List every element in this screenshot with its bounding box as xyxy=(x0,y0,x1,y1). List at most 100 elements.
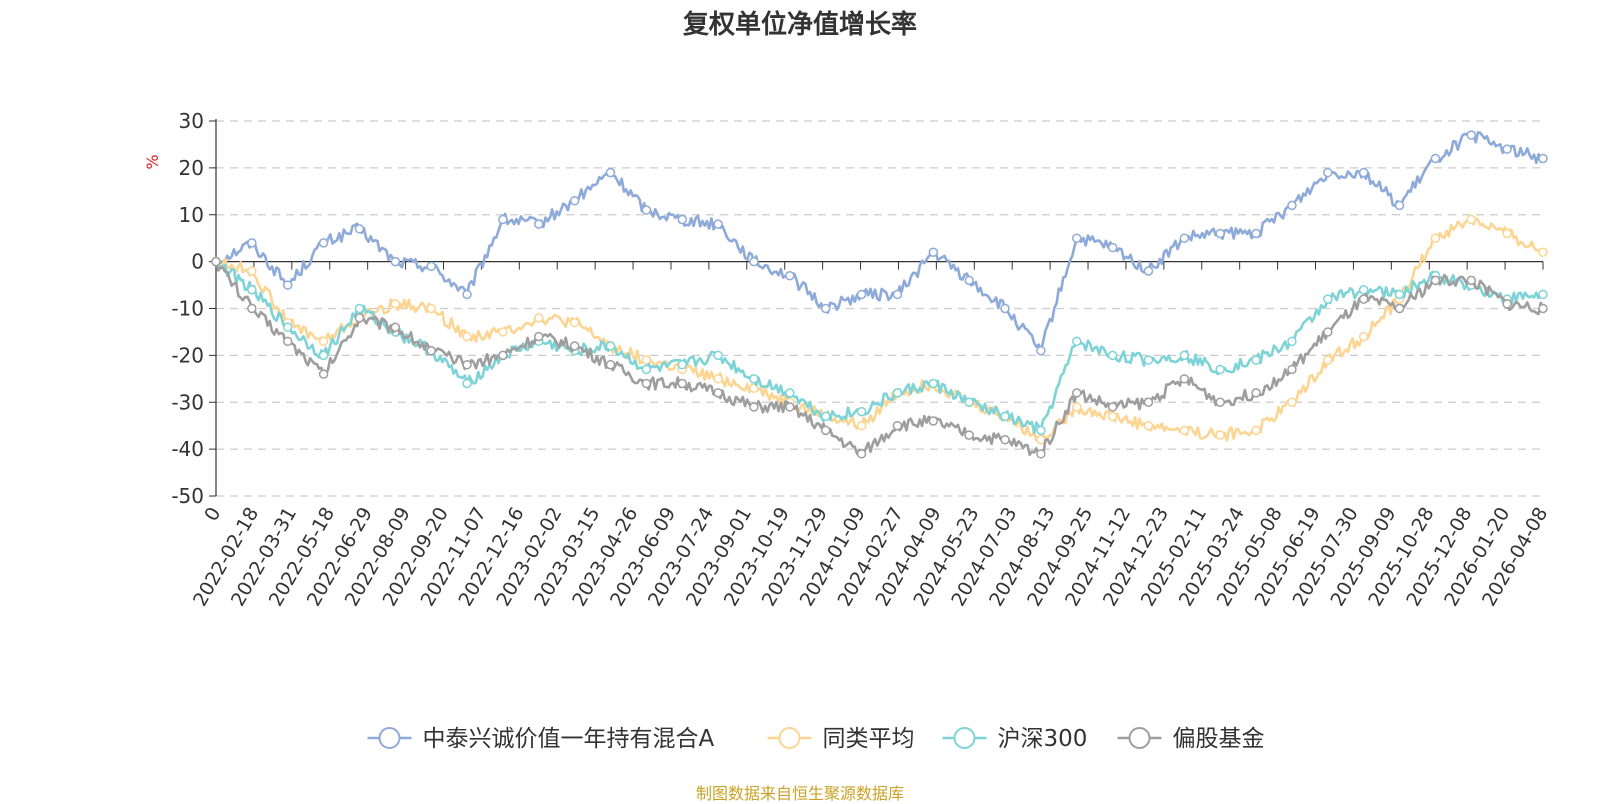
data-point xyxy=(1215,228,1225,239)
data-point xyxy=(1251,355,1261,365)
data-point xyxy=(1179,233,1190,243)
data-point xyxy=(820,411,831,422)
data-point xyxy=(641,364,652,375)
data-point xyxy=(856,449,867,459)
data-point xyxy=(713,350,723,361)
data-point xyxy=(1251,228,1261,239)
data-point xyxy=(354,313,365,323)
data-point xyxy=(1323,355,1333,365)
data-point xyxy=(713,374,723,384)
data-point xyxy=(1036,345,1046,356)
data-point xyxy=(1251,425,1261,436)
data-point xyxy=(1538,289,1548,300)
data-point xyxy=(892,289,903,300)
legend-item[interactable]: 中泰兴诚价值一年持有混合A xyxy=(367,726,715,752)
series-3 xyxy=(211,256,1548,459)
data-point xyxy=(892,420,903,431)
data-point xyxy=(1430,233,1441,243)
legend-label: 沪深300 xyxy=(998,726,1088,752)
y-tick-label: -40 xyxy=(171,437,204,461)
series-line xyxy=(214,261,1544,435)
data-point xyxy=(1538,153,1548,164)
data-point xyxy=(318,336,329,347)
data-point xyxy=(1323,327,1333,337)
data-point xyxy=(1143,420,1154,431)
data-point xyxy=(1072,233,1082,243)
data-point xyxy=(534,219,544,229)
data-point xyxy=(928,378,939,389)
y-tick-label: -20 xyxy=(171,343,204,367)
data-point xyxy=(964,397,974,407)
legend-marker xyxy=(953,727,976,749)
data-point xyxy=(1430,275,1441,286)
data-point xyxy=(1107,402,1118,412)
data-point xyxy=(1036,449,1046,459)
data-point xyxy=(677,214,687,225)
data-point xyxy=(390,256,401,267)
data-point xyxy=(1107,350,1118,361)
data-point xyxy=(1179,350,1190,361)
data-point xyxy=(1179,374,1190,384)
series-line xyxy=(214,217,1544,443)
data-point xyxy=(282,336,293,347)
y-tick-label: 10 xyxy=(179,203,204,227)
data-point xyxy=(1538,247,1548,257)
data-point xyxy=(677,360,687,370)
data-point xyxy=(1287,397,1297,407)
data-point xyxy=(856,420,867,431)
data-point xyxy=(1072,388,1082,398)
data-point xyxy=(247,285,257,295)
legend-item[interactable]: 同类平均 xyxy=(767,726,915,752)
data-point xyxy=(964,430,974,440)
data-point xyxy=(1394,303,1405,314)
legend-item[interactable]: 偏股基金 xyxy=(1117,726,1265,752)
data-point xyxy=(1394,289,1405,300)
legend[interactable]: 中泰兴诚价值一年持有混合A 同类平均 沪深300 偏股基金 xyxy=(367,726,1265,752)
data-point xyxy=(354,224,365,234)
y-axis-label: % xyxy=(143,154,162,169)
source-note: 制图数据来自恒生聚源数据库 xyxy=(695,784,904,803)
data-point xyxy=(498,327,508,337)
data-point xyxy=(1430,153,1441,164)
data-point xyxy=(713,388,723,398)
data-point xyxy=(247,266,257,276)
data-point xyxy=(1036,425,1046,436)
data-point xyxy=(1215,364,1225,375)
y-tick-label: 0 xyxy=(191,250,204,274)
data-point xyxy=(426,261,436,272)
data-point xyxy=(1502,228,1512,239)
data-point xyxy=(211,256,221,267)
series-line xyxy=(214,261,1545,458)
data-point xyxy=(498,214,508,225)
series-line xyxy=(215,131,1545,353)
data-point xyxy=(1179,425,1190,436)
data-point xyxy=(569,195,580,206)
legend-item[interactable]: 沪深300 xyxy=(942,726,1088,752)
data-point xyxy=(282,280,293,290)
legend-marker xyxy=(778,727,801,749)
y-tick-label: -50 xyxy=(171,484,204,508)
data-point xyxy=(1000,411,1010,422)
legend-label: 偏股基金 xyxy=(1173,726,1265,752)
series-0 xyxy=(211,130,1548,356)
data-point xyxy=(1000,303,1010,314)
data-point xyxy=(534,313,544,323)
data-point xyxy=(318,350,329,361)
data-point xyxy=(1502,144,1512,154)
y-tick-label: -30 xyxy=(171,390,204,414)
data-point xyxy=(390,322,401,332)
y-tick-label: 20 xyxy=(179,156,204,180)
data-point xyxy=(820,303,831,314)
data-point xyxy=(605,167,616,178)
data-point xyxy=(1036,435,1046,445)
data-point xyxy=(534,331,544,342)
data-point xyxy=(641,205,652,215)
data-point xyxy=(1251,388,1261,398)
data-point xyxy=(1358,294,1369,304)
data-point xyxy=(1502,299,1512,309)
y-tick-label: -10 xyxy=(171,297,204,321)
data-point xyxy=(1215,397,1225,407)
data-point xyxy=(426,345,436,356)
data-point xyxy=(1072,336,1082,347)
data-point xyxy=(426,303,436,314)
